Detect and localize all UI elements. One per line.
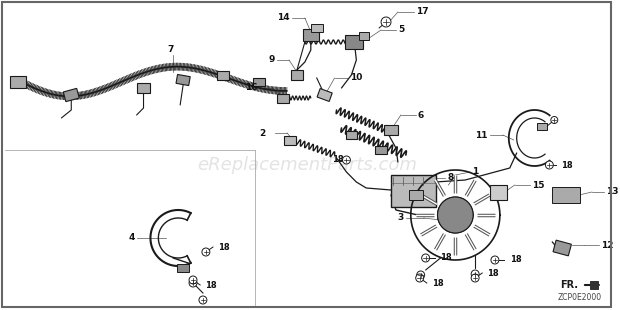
Circle shape: [342, 156, 350, 164]
FancyBboxPatch shape: [217, 70, 229, 79]
FancyBboxPatch shape: [391, 175, 435, 207]
Text: 18: 18: [432, 278, 443, 287]
Text: 12: 12: [601, 241, 613, 250]
Text: 3: 3: [397, 214, 404, 223]
Bar: [311, 24, 322, 32]
Text: 18: 18: [332, 156, 343, 165]
FancyBboxPatch shape: [254, 78, 265, 86]
Circle shape: [381, 17, 391, 27]
Circle shape: [189, 276, 197, 284]
FancyBboxPatch shape: [136, 83, 151, 93]
Text: 18: 18: [510, 255, 521, 264]
FancyBboxPatch shape: [10, 76, 26, 88]
FancyBboxPatch shape: [291, 70, 303, 80]
Bar: [552, 187, 580, 203]
Circle shape: [471, 270, 479, 278]
Text: 11: 11: [476, 131, 488, 140]
Text: 18: 18: [218, 242, 229, 251]
FancyBboxPatch shape: [277, 94, 289, 103]
Circle shape: [199, 296, 207, 304]
Text: 18: 18: [205, 281, 216, 290]
Circle shape: [417, 271, 425, 279]
FancyBboxPatch shape: [317, 89, 332, 101]
Text: 5: 5: [398, 25, 404, 34]
Circle shape: [546, 161, 553, 169]
Text: 7: 7: [167, 46, 174, 55]
Text: 17: 17: [416, 7, 428, 16]
Text: 4: 4: [128, 233, 135, 242]
Text: 15: 15: [531, 180, 544, 189]
Bar: [360, 32, 369, 40]
Circle shape: [416, 274, 423, 282]
Bar: [590, 281, 598, 289]
Bar: [177, 264, 189, 272]
Text: 13: 13: [606, 188, 618, 197]
FancyBboxPatch shape: [553, 240, 572, 256]
Circle shape: [422, 254, 430, 262]
FancyBboxPatch shape: [63, 88, 79, 102]
Text: ZCP0E2000: ZCP0E2000: [558, 293, 602, 302]
Polygon shape: [490, 185, 507, 200]
FancyBboxPatch shape: [283, 135, 296, 144]
Text: 1: 1: [472, 167, 479, 176]
FancyBboxPatch shape: [384, 125, 398, 135]
Bar: [409, 190, 423, 200]
Text: 10: 10: [350, 73, 363, 82]
Text: 14: 14: [277, 14, 290, 23]
Text: 6: 6: [418, 110, 424, 119]
Circle shape: [471, 274, 479, 282]
Text: eReplacementParts.com: eReplacementParts.com: [197, 156, 417, 174]
FancyBboxPatch shape: [375, 146, 387, 154]
FancyBboxPatch shape: [345, 35, 363, 49]
Circle shape: [551, 117, 558, 123]
FancyBboxPatch shape: [346, 131, 357, 139]
Text: 16: 16: [245, 83, 257, 92]
Bar: [538, 122, 547, 130]
Circle shape: [202, 248, 210, 256]
Text: 18: 18: [561, 161, 573, 170]
Circle shape: [438, 197, 473, 233]
Text: 18: 18: [487, 268, 498, 277]
Circle shape: [189, 279, 197, 287]
FancyBboxPatch shape: [303, 29, 319, 41]
Text: FR.: FR.: [560, 280, 578, 290]
FancyBboxPatch shape: [176, 74, 190, 86]
Circle shape: [491, 256, 499, 264]
Text: 9: 9: [269, 55, 275, 64]
Text: 18: 18: [440, 254, 452, 263]
Text: 2: 2: [259, 129, 265, 138]
Text: 8: 8: [448, 174, 454, 183]
